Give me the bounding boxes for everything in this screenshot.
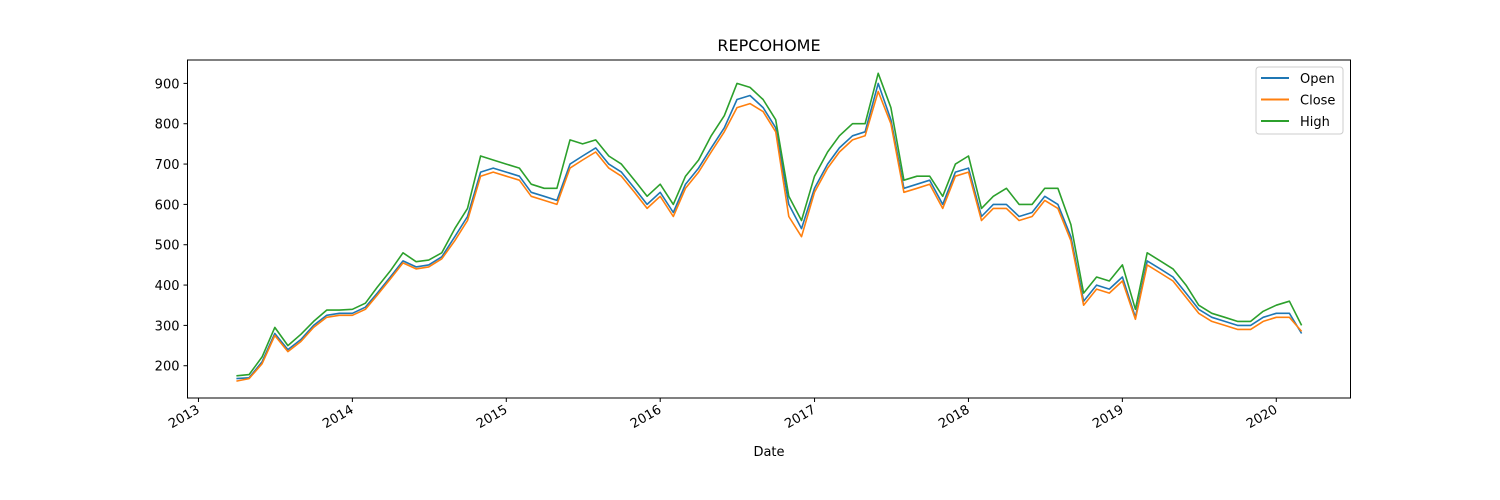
y-tick-label: 300 — [155, 319, 180, 334]
plot-frame — [187, 59, 1351, 399]
x-tick-label: 2019 — [1090, 402, 1126, 432]
x-tick-label: 2013 — [166, 402, 202, 432]
legend-label-close: Close — [1300, 94, 1335, 109]
x-tick-label: 2018 — [936, 402, 972, 432]
x-tick-label: 2020 — [1244, 402, 1280, 432]
series-line-open — [236, 82, 1303, 380]
y-tick-label: 400 — [155, 279, 180, 294]
y-tick-label: 700 — [155, 158, 180, 173]
y-tick-label: 200 — [155, 360, 180, 375]
x-tick-label: 2014 — [320, 402, 356, 432]
y-tick-label: 800 — [155, 118, 180, 133]
x-tick-label: 2015 — [474, 402, 510, 432]
chart-title: REPCOHOME — [717, 36, 820, 55]
legend-label-open: Open — [1300, 72, 1335, 87]
legend-frame — [1255, 66, 1344, 135]
legend-items: Open Close High — [1261, 72, 1335, 130]
y-tick-label: 900 — [155, 77, 180, 92]
series-line-close — [236, 90, 1303, 382]
x-tick-label: 2017 — [782, 402, 818, 432]
x-axis-label: Date — [753, 445, 784, 460]
series-layer — [236, 72, 1303, 382]
y-axis: 200 300 400 500 600 700 800 900 — [155, 77, 188, 375]
x-tick-label: 2016 — [628, 402, 664, 432]
y-tick-label: 500 — [155, 239, 180, 254]
y-tick-label: 600 — [155, 198, 180, 213]
series-line-high — [236, 72, 1303, 377]
plot-area — [187, 59, 1351, 399]
legend: Open Close High — [1255, 66, 1344, 135]
legend-label-high: High — [1300, 115, 1330, 130]
x-axis: 2013 2014 2015 2016 2017 2018 2019 2020 — [166, 398, 1280, 432]
